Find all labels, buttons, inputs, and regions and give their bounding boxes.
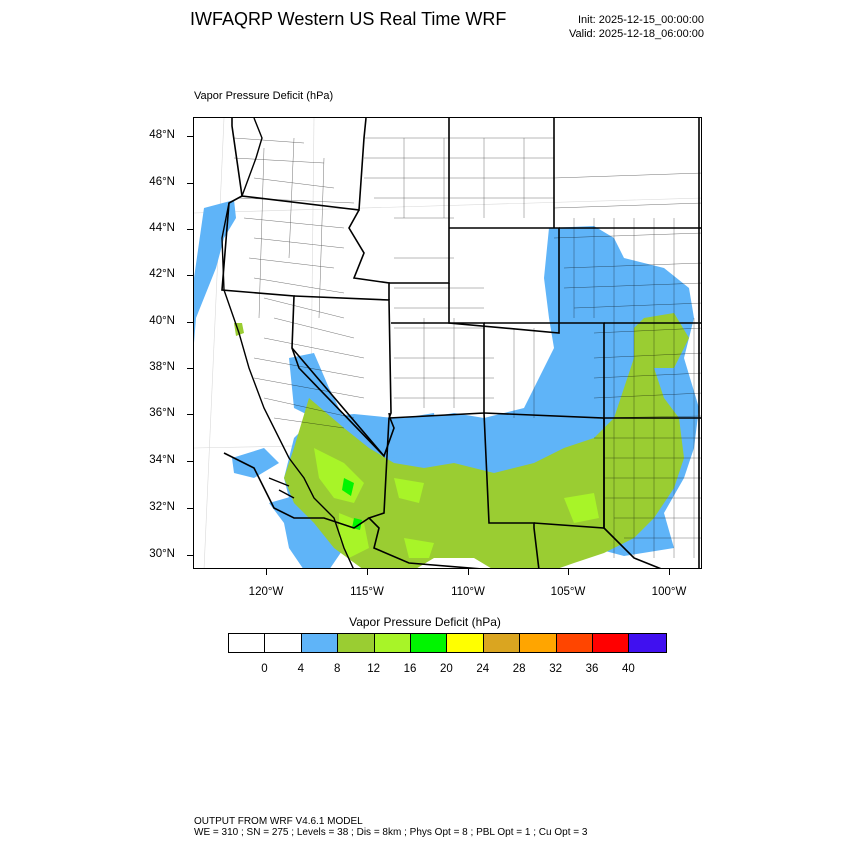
- lon-tick: [468, 569, 469, 575]
- coastline: [221, 118, 354, 568]
- lon-label-105: 105°W: [550, 586, 586, 598]
- lat-label-32: 32°N: [149, 501, 175, 513]
- colorbar-swatch: [483, 634, 521, 652]
- colorbar-tick-label: 4: [297, 663, 304, 675]
- lat-tick: [187, 461, 193, 462]
- valid-time: Valid: 2025-12-18_06:00:00: [569, 28, 704, 40]
- colorbar-tick-label: 24: [476, 663, 490, 675]
- lat-tick: [187, 555, 193, 556]
- lat-tick: [187, 229, 193, 230]
- colorbar-swatch: [301, 634, 339, 652]
- lat-label-42: 42°N: [149, 268, 175, 280]
- lat-tick: [187, 322, 193, 323]
- colorbar-swatch: [629, 634, 666, 652]
- colorbar-tick-label: 20: [439, 663, 453, 675]
- lat-label-34: 34°N: [149, 454, 175, 466]
- county-boundaries: [233, 137, 701, 558]
- lon-tick: [367, 569, 368, 575]
- colorbar-swatch: [229, 634, 266, 652]
- init-valid-times: Init: 2025-12-15_00:00:00 Valid: 2025-12…: [569, 13, 704, 41]
- lat-label-30: 30°N: [149, 548, 175, 560]
- lat-label-46: 46°N: [149, 176, 175, 188]
- lat-tick: [187, 414, 193, 415]
- colorbar-swatch: [556, 634, 593, 652]
- model-info-footer: OUTPUT FROM WRF V4.6.1 MODEL WE = 310 ; …: [194, 816, 587, 838]
- lon-label-115: 115°W: [350, 586, 384, 598]
- lon-tick: [266, 569, 267, 575]
- lat-label-44: 44°N: [149, 222, 175, 234]
- lon-tick: [568, 569, 569, 575]
- lat-label-38: 38°N: [149, 361, 175, 373]
- lon-tick: [669, 569, 670, 575]
- colorbar-swatch: [447, 634, 484, 652]
- lon-label-110: 110°W: [451, 586, 485, 598]
- state-boundaries: [221, 118, 701, 568]
- colorbar-title: Vapor Pressure Deficit (hPa): [349, 615, 501, 629]
- colorbar-swatch: [374, 634, 411, 652]
- lat-label-48: 48°N: [149, 129, 175, 141]
- lat-label-40: 40°N: [149, 315, 175, 327]
- lat-tick: [187, 508, 193, 509]
- colorbar-tick-label: 40: [621, 663, 635, 675]
- colorbar-tick-label: 8: [333, 663, 341, 675]
- init-time: Init: 2025-12-15_00:00:00: [578, 14, 704, 26]
- lat-label-36: 36°N: [149, 407, 175, 419]
- lat-tick: [187, 368, 193, 369]
- colorbar-tick-label: 36: [585, 663, 599, 675]
- lat-tick: [187, 275, 193, 276]
- colorbar-swatch: [520, 634, 557, 652]
- colorbar-tick-label: 0: [261, 663, 268, 675]
- colorbar-tick-label: 16: [403, 663, 417, 675]
- lon-label-120: 120°W: [248, 586, 284, 598]
- colorbar-swatch: [265, 634, 302, 652]
- colorbar-tick-label: 28: [512, 663, 526, 675]
- colorbar-swatch: [338, 634, 375, 652]
- colorbar: [228, 633, 667, 653]
- colorbar-swatch: [592, 634, 630, 652]
- lat-tick: [187, 183, 193, 184]
- lon-label-100: 100°W: [651, 586, 687, 598]
- colorbar-swatch: [410, 634, 448, 652]
- lat-tick: [187, 136, 193, 137]
- vpd-map: [194, 118, 701, 568]
- map-panel: [193, 117, 702, 569]
- field-label: Vapor Pressure Deficit (hPa): [194, 90, 334, 102]
- footer-line-2: WE = 310 ; SN = 275 ; Levels = 38 ; Dis …: [194, 827, 588, 838]
- colorbar-tick-label: 12: [367, 663, 380, 675]
- plot-title: IWFAQRP Western US Real Time WRF: [190, 9, 507, 29]
- colorbar-tick-label: 32: [549, 663, 562, 675]
- footer-line-1: OUTPUT FROM WRF V4.6.1 MODEL: [194, 816, 363, 827]
